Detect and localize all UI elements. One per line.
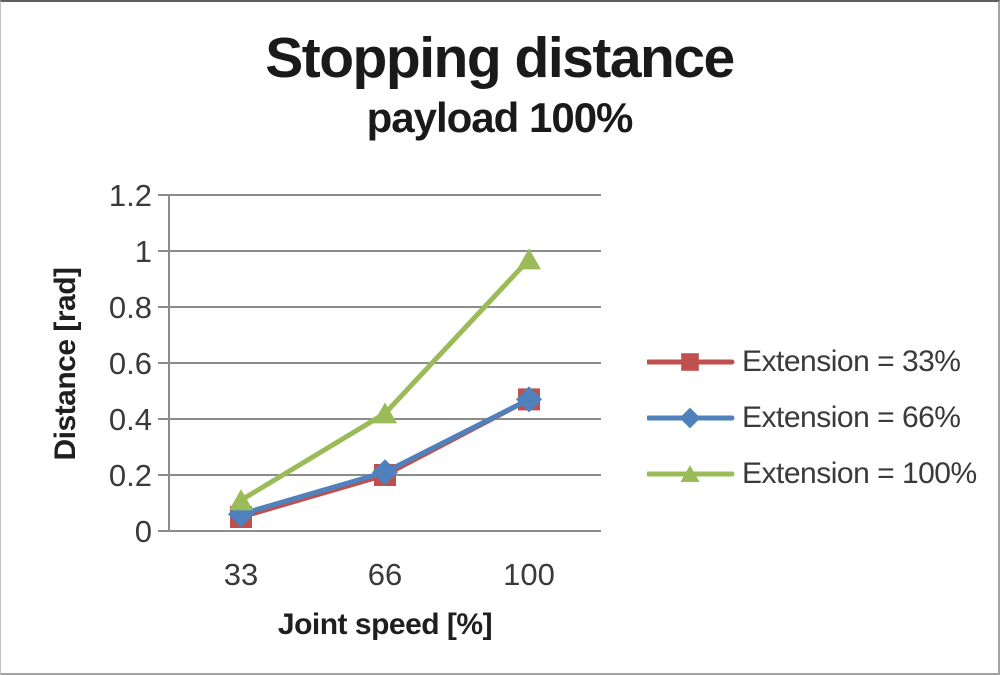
x-axis-title: Joint speed [%] bbox=[278, 608, 492, 641]
legend-key-icon bbox=[647, 465, 735, 482]
y-tick-label: 0.4 bbox=[109, 402, 152, 437]
chart-title: Stopping distance bbox=[265, 26, 735, 90]
diamond-marker-icon bbox=[679, 407, 701, 429]
legend-label: Extension = 33% bbox=[742, 345, 961, 378]
y-tick-label: 1 bbox=[135, 234, 152, 269]
legend-key-icon bbox=[647, 353, 735, 371]
y-tick-label: 1.2 bbox=[109, 178, 152, 213]
x-tick-label: 33 bbox=[224, 557, 258, 592]
triangle-marker-icon bbox=[680, 465, 700, 482]
triangle-marker-icon bbox=[229, 489, 253, 511]
chart-subtitle: payload 100% bbox=[366, 94, 634, 141]
triangle-marker-icon bbox=[517, 248, 541, 270]
legend-key-icon bbox=[647, 407, 735, 429]
legend-item: Extension = 33% bbox=[647, 334, 977, 390]
diamond-marker-icon bbox=[516, 386, 542, 413]
y-tick-label: 0 bbox=[135, 514, 152, 549]
square-marker-icon bbox=[681, 353, 699, 371]
x-tick-label: 100 bbox=[503, 557, 555, 592]
legend: Extension = 33% Extension = 66% Extension … bbox=[647, 334, 977, 502]
legend-label: Extension = 100% bbox=[742, 457, 977, 490]
y-tick-label: 0.2 bbox=[109, 458, 152, 493]
legend-item: Extension = 66% bbox=[647, 390, 977, 446]
y-axis-title: Distance [rad] bbox=[49, 267, 82, 460]
legend-label: Extension = 66% bbox=[742, 401, 961, 434]
diamond-marker-icon bbox=[372, 459, 398, 486]
y-tick-label: 0.6 bbox=[109, 346, 152, 381]
legend-item: Extension = 100% bbox=[647, 446, 977, 502]
x-tick-label: 66 bbox=[368, 557, 402, 592]
y-tick-label: 0.8 bbox=[109, 290, 152, 325]
triangle-marker-icon bbox=[373, 402, 397, 424]
